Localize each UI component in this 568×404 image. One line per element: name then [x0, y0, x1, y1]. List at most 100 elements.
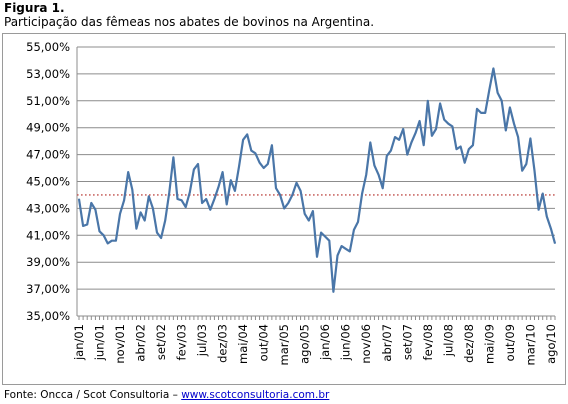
source-link[interactable]: www.scotconsultoria.com.br [181, 389, 330, 401]
data-point [332, 291, 335, 293]
x-tick-label: jan/01 [72, 324, 86, 361]
data-point [131, 188, 133, 191]
series-group [77, 67, 557, 293]
data-point [550, 227, 552, 230]
data-point [357, 221, 359, 223]
data-point [213, 198, 216, 200]
data-point [414, 132, 417, 134]
x-tick-label: dez/03 [216, 324, 230, 363]
data-point [410, 141, 412, 144]
data-point [439, 102, 441, 105]
data-point [258, 162, 261, 164]
data-point [525, 163, 527, 165]
data-point [193, 168, 195, 170]
data-point [353, 229, 355, 231]
data-point [86, 223, 88, 226]
data-point [373, 164, 376, 166]
y-tick-label: 51,00% [26, 94, 70, 108]
data-point [197, 163, 199, 165]
y-tick-label: 41,00% [26, 228, 70, 242]
data-point [148, 195, 150, 197]
x-tick-label: out/04 [257, 324, 271, 361]
x-tick-label: jul/03 [195, 324, 209, 357]
data-point [242, 139, 244, 141]
data-point [127, 171, 129, 173]
y-tick-label: 49,00% [26, 121, 70, 135]
data-point [505, 129, 507, 131]
x-tick-label: jun/01 [93, 324, 107, 361]
data-point [176, 198, 179, 200]
chart-frame: 35,00% 37,00% 39,00% 41,00% 43,00% 45,00% 47,0… [2, 33, 566, 385]
data-point [119, 213, 121, 215]
data-point [144, 219, 146, 222]
data-point [152, 207, 154, 209]
data-point [279, 194, 281, 196]
data-point [160, 237, 162, 239]
data-point [98, 230, 101, 232]
data-point [180, 199, 183, 201]
data-point [402, 128, 404, 130]
data-point [287, 202, 289, 204]
x-tick-label: jan/06 [318, 324, 332, 361]
data-point [345, 248, 347, 250]
data-point [431, 135, 433, 137]
data-point [107, 242, 109, 244]
data-point [156, 232, 158, 234]
x-tick-label: ago/05 [298, 324, 312, 364]
data-point [464, 162, 466, 164]
y-tick-label: 37,00% [26, 282, 70, 296]
data-point [480, 112, 482, 114]
data-point [275, 187, 277, 189]
data-point [238, 166, 240, 168]
figure-title: Figura 1. [4, 1, 65, 15]
x-tick-label: out/09 [503, 324, 517, 361]
data-point [217, 186, 220, 188]
y-tick-label: 39,00% [26, 255, 70, 269]
data-point [476, 108, 478, 110]
data-point [82, 225, 84, 227]
x-tick-label: set/07 [400, 324, 414, 360]
data-point [455, 148, 458, 150]
data-point [230, 179, 232, 181]
data-point [226, 203, 228, 205]
data-point [185, 206, 187, 208]
data-point [513, 123, 515, 125]
x-tick-label: nov/06 [359, 324, 373, 364]
figure-subtitle: Participação das fêmeas nos abates de bo… [4, 15, 375, 29]
data-point [271, 144, 273, 146]
data-point [246, 133, 248, 136]
data-point [472, 144, 474, 146]
x-tick-label: mar/05 [277, 324, 291, 366]
data-point [316, 256, 318, 258]
x-tick-label: abr/07 [380, 324, 394, 362]
data-point [299, 190, 302, 192]
data-point [418, 120, 421, 122]
source-prefix: Fonte: Oncca / Scot Consultoria – [4, 389, 182, 401]
data-point [427, 100, 429, 102]
line-chart: 35,00% 37,00% 39,00% 41,00% 43,00% 45,00% 47,0… [26, 40, 558, 366]
data-point [488, 89, 490, 91]
data-point [533, 170, 536, 172]
data-point [308, 219, 310, 222]
data-point [267, 163, 269, 165]
x-tick-label: mar/10 [523, 324, 537, 366]
y-tick-label: 43,00% [26, 201, 70, 215]
x-tick-label: nov/01 [113, 324, 127, 364]
x-tick-label: mai/09 [482, 324, 496, 364]
data-point [295, 182, 298, 184]
x-tick-label: ago/10 [544, 324, 558, 364]
data-point [263, 167, 265, 169]
data-point [123, 199, 125, 201]
data-point [537, 209, 540, 211]
data-point [78, 198, 80, 200]
data-point [517, 136, 519, 138]
data-point [304, 213, 306, 215]
data-point [341, 245, 343, 247]
data-point [139, 211, 142, 214]
data-point [250, 149, 252, 152]
data-point [189, 191, 191, 193]
data-point [103, 234, 105, 236]
data-point [365, 174, 367, 176]
data-point [115, 240, 117, 242]
y-tick-label: 53,00% [26, 67, 70, 81]
